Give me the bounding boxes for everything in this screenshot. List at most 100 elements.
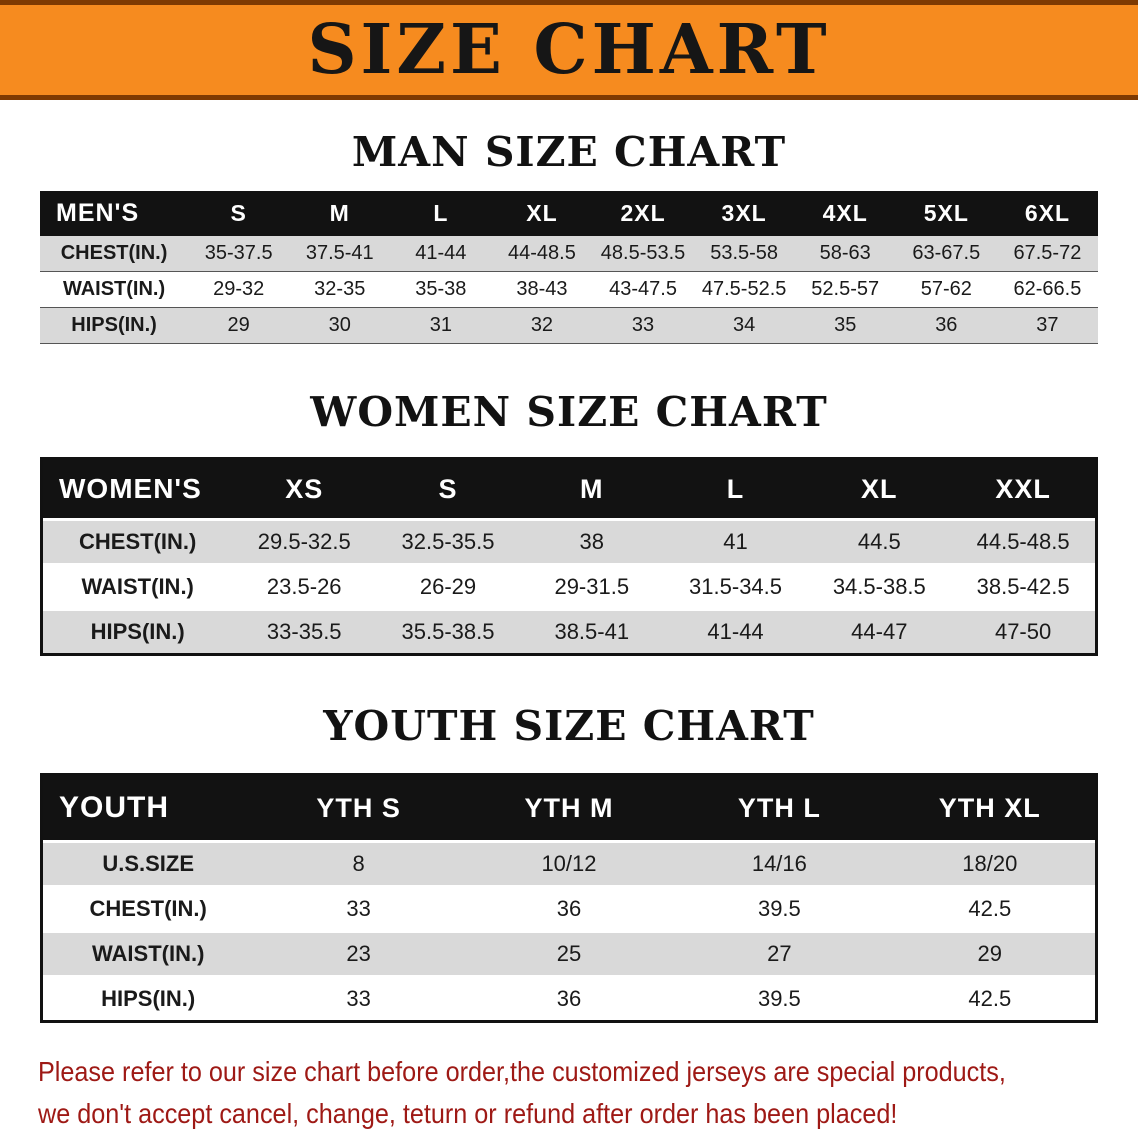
size-value-cell: 31.5-34.5 <box>663 563 808 610</box>
size-column-header: YTH XL <box>884 776 1095 842</box>
size-value-cell: 42.5 <box>884 975 1095 1021</box>
measurement-row: WAIST(IN.) 23 25 27 29 <box>43 930 1095 977</box>
size-value-cell: 35-37.5 <box>188 236 290 273</box>
size-column-header: YTH L <box>674 776 885 842</box>
size-column-header: YTH S <box>253 776 464 842</box>
size-value-cell: 29-31.5 <box>519 563 664 610</box>
size-value-cell: 35 <box>794 307 896 345</box>
measurement-row-label: CHEST(IN.) <box>43 885 254 932</box>
women-size-section: WOMEN SIZE CHART WOMEN'S XS S M L XL XXL CHEST(… <box>0 389 1138 657</box>
size-value-cell: 30 <box>289 307 391 345</box>
size-column-header: S <box>376 460 520 520</box>
size-value-cell: 33 <box>253 885 464 932</box>
youth-section-heading: YOUTH SIZE CHART <box>323 702 815 751</box>
size-value-cell: 33 <box>253 975 464 1021</box>
size-value-cell: 35-38 <box>390 271 492 309</box>
size-column-header: 3XL <box>693 191 795 237</box>
disclaimer: Please refer to our size chart before or… <box>38 1051 1138 1135</box>
size-column-header: XL <box>807 460 952 520</box>
measurement-row-label: CHEST(IN.) <box>43 518 233 565</box>
size-value-cell: 62-66.5 <box>996 271 1098 309</box>
size-value-cell: 33 <box>592 307 694 345</box>
size-value-cell: 36 <box>895 307 997 345</box>
measurement-row: WAIST(IN.) 23.5-26 26-29 29-31.5 31.5-34.5 34… <box>43 563 1095 610</box>
measurement-row: CHEST(IN.) 35-37.5 37.5-41 41-44 44-48.5 48.5… <box>40 236 1098 273</box>
size-value-cell: 14/16 <box>674 840 885 887</box>
size-value-cell: 47-50 <box>951 608 1095 654</box>
size-value-cell: 39.5 <box>674 885 885 932</box>
size-value-cell: 63-67.5 <box>895 236 997 273</box>
size-column-header: 4XL <box>794 191 896 237</box>
table-header-row: WOMEN'S XS S M L XL XXL <box>43 460 1095 520</box>
measurement-row: U.S.SIZE 8 10/12 14/16 18/20 <box>43 840 1095 887</box>
size-column-header: 5XL <box>895 191 997 237</box>
size-value-cell: 44-48.5 <box>491 236 593 273</box>
size-value-cell: 32.5-35.5 <box>376 518 520 565</box>
youth-table-frame: YOUTH YTH S YTH M YTH L YTH XL U.S.SIZE 8 10/12… <box>40 773 1098 1024</box>
size-column-header: 2XL <box>592 191 694 237</box>
size-column-header: S <box>188 191 290 237</box>
size-value-cell: 67.5-72 <box>996 236 1098 273</box>
measurement-row: CHEST(IN.) 29.5-32.5 32.5-35.5 38 41 44.5 44.5… <box>43 518 1095 565</box>
size-value-cell: 34 <box>693 307 795 345</box>
size-value-cell: 57-62 <box>895 271 997 309</box>
size-value-cell: 41-44 <box>390 236 492 273</box>
size-value-cell: 43-47.5 <box>592 271 694 309</box>
size-value-cell: 8 <box>253 840 464 887</box>
measurement-row-label: U.S.SIZE <box>43 840 254 887</box>
size-value-cell: 44.5-48.5 <box>951 518 1095 565</box>
youth-size-table: YOUTH YTH S YTH M YTH L YTH XL U.S.SIZE 8 10/12… <box>43 776 1095 1021</box>
size-column-header: L <box>390 191 492 237</box>
size-value-cell: 41-44 <box>663 608 808 654</box>
size-value-cell: 29 <box>884 930 1095 977</box>
measurement-row-label: CHEST(IN.) <box>40 236 189 273</box>
men-section-heading: MAN SIZE CHART <box>351 128 787 176</box>
size-value-cell: 44.5 <box>807 518 952 565</box>
men-size-table: MEN'S S M L XL 2XL 3XL 4XL 5XL 6XL CHEST(IN.) 35-37… <box>40 191 1098 345</box>
measurement-row-label: HIPS(IN.) <box>43 975 254 1021</box>
size-value-cell: 53.5-58 <box>693 236 795 273</box>
size-value-cell: 48.5-53.5 <box>592 236 694 273</box>
size-column-header: L <box>663 460 808 520</box>
size-column-header: M <box>289 191 391 237</box>
size-value-cell: 33-35.5 <box>232 608 377 654</box>
size-value-cell: 23 <box>253 930 464 977</box>
size-column-header: XS <box>232 460 377 520</box>
size-value-cell: 58-63 <box>794 236 896 273</box>
table-corner-label: WOMEN'S <box>43 460 233 520</box>
size-value-cell: 36 <box>463 885 675 932</box>
women-table-frame: WOMEN'S XS S M L XL XXL CHEST(IN.) 29.5-32.5 32.5… <box>40 457 1098 657</box>
measurement-row-label: WAIST(IN.) <box>43 930 254 977</box>
size-value-cell: 32-35 <box>289 271 391 309</box>
size-value-cell: 27 <box>674 930 885 977</box>
size-value-cell: 41 <box>663 518 808 565</box>
size-value-cell: 38 <box>519 518 664 565</box>
size-value-cell: 36 <box>463 975 675 1021</box>
size-value-cell: 35.5-38.5 <box>376 608 520 654</box>
size-value-cell: 18/20 <box>884 840 1095 887</box>
size-column-header: YTH M <box>463 776 675 842</box>
measurement-row: HIPS(IN.) 33-35.5 35.5-38.5 38.5-41 41-44 44-… <box>43 608 1095 654</box>
size-value-cell: 37.5-41 <box>289 236 391 273</box>
measurement-row-label: HIPS(IN.) <box>43 608 233 654</box>
size-value-cell: 38.5-41 <box>519 608 664 654</box>
measurement-row: CHEST(IN.) 33 36 39.5 42.5 <box>43 885 1095 932</box>
measurement-row: HIPS(IN.) 33 36 39.5 42.5 <box>43 975 1095 1021</box>
size-column-header: M <box>519 460 664 520</box>
size-column-header: XL <box>491 191 593 237</box>
size-value-cell: 44-47 <box>807 608 952 654</box>
size-value-cell: 31 <box>390 307 492 345</box>
table-corner-label: YOUTH <box>43 776 254 842</box>
men-size-section: MAN SIZE CHART MEN'S S M L XL 2XL 3XL 4XL 5XL 6XL… <box>0 128 1138 345</box>
measurement-row: WAIST(IN.) 29-32 32-35 35-38 38-43 43-47.5 47.… <box>40 271 1098 309</box>
size-value-cell: 10/12 <box>463 840 675 887</box>
size-value-cell: 32 <box>491 307 593 345</box>
size-column-header: XXL <box>951 460 1095 520</box>
size-value-cell: 42.5 <box>884 885 1095 932</box>
size-value-cell: 29-32 <box>188 271 290 309</box>
size-value-cell: 34.5-38.5 <box>807 563 952 610</box>
size-value-cell: 25 <box>463 930 675 977</box>
table-corner-label: MEN'S <box>40 191 189 237</box>
size-value-cell: 29.5-32.5 <box>232 518 377 565</box>
